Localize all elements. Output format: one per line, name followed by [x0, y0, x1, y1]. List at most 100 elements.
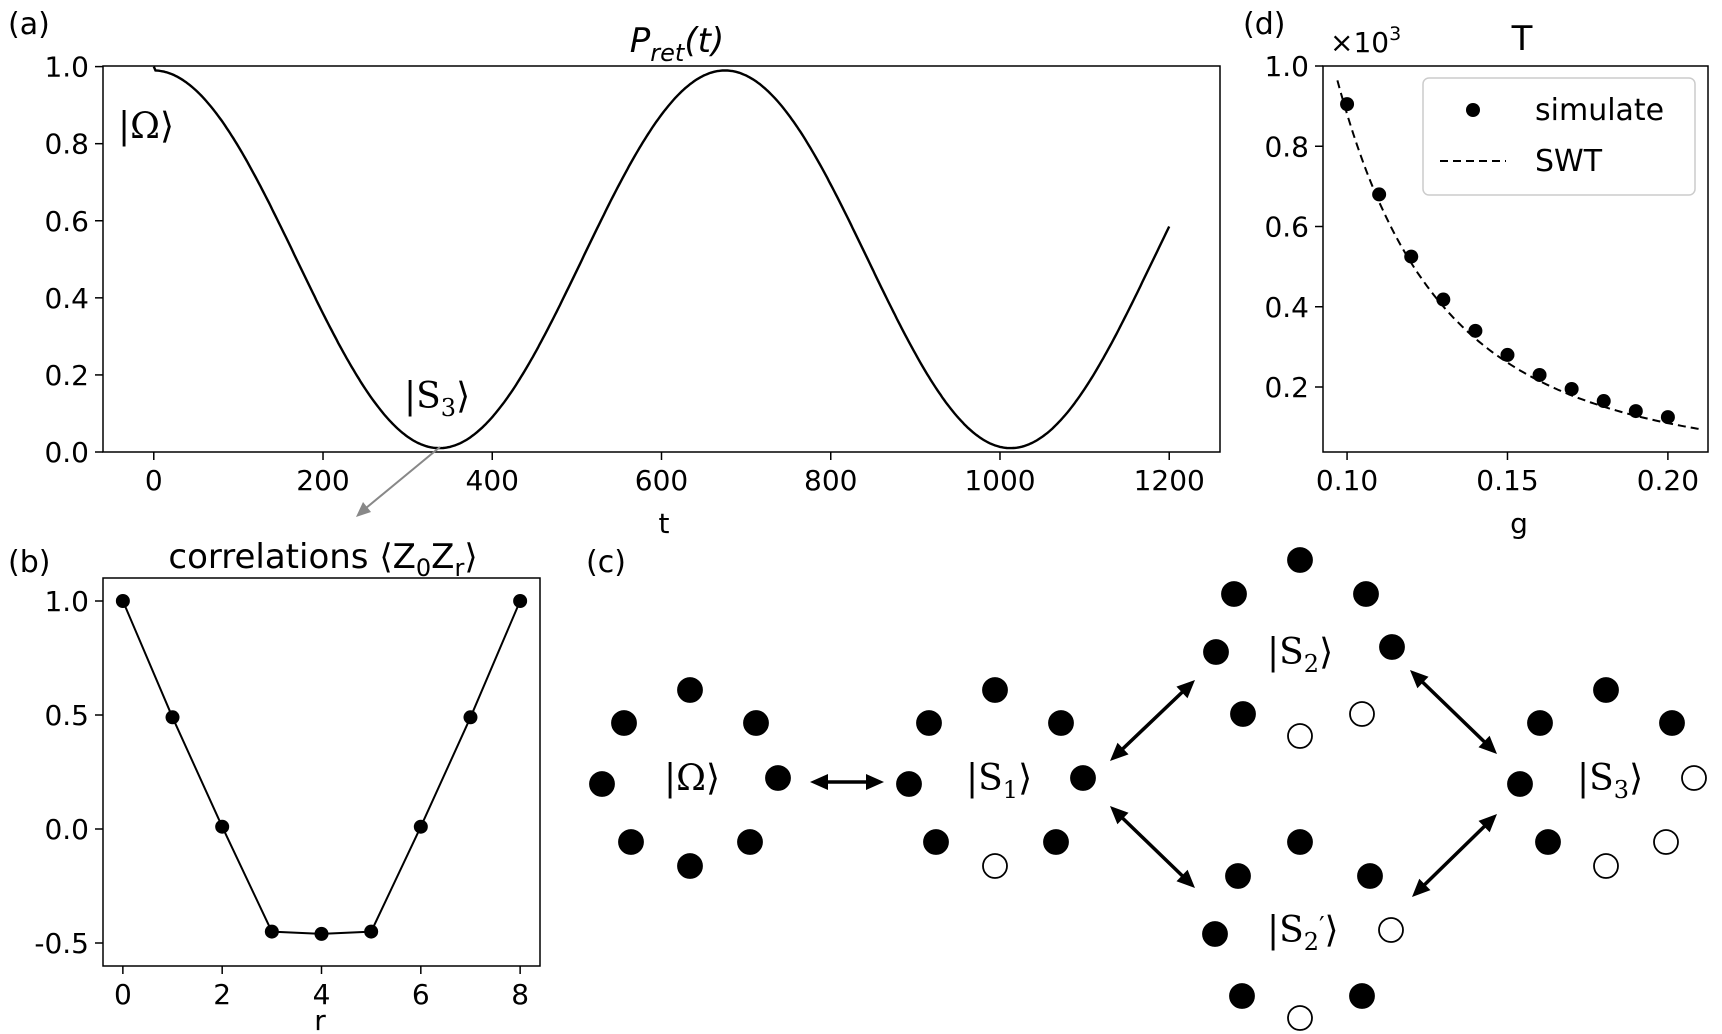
filled-site [1287, 547, 1313, 573]
panel-d-point [1436, 292, 1451, 307]
arrowhead [1176, 680, 1195, 699]
filled-site [765, 765, 791, 791]
panel-d-point [1596, 394, 1611, 409]
x-tick-label: 2 [213, 978, 231, 1011]
panel-a-omega-label: |Ω⟩ [118, 106, 174, 147]
filled-site [1225, 863, 1251, 889]
panel-a-xlabel: t [659, 507, 670, 540]
panel-d-swt-line [1336, 80, 1701, 431]
panel-a-s3-label: |S3⟩ [404, 376, 470, 422]
panel-a-ticks: 0 200 400 600 800 1000 1200 0.0 0.2 0.4 0.6 0.8 1.0 [44, 51, 1204, 497]
panel-d-point [1468, 323, 1483, 338]
panel-d-point [1532, 367, 1547, 382]
panel-label-d: (d) [1243, 7, 1285, 42]
panel-b-ticks: 0 2 4 6 8 -0.5 0.0 0.5 1.0 [34, 585, 529, 1011]
x-tick-label: 4 [313, 978, 331, 1011]
panel-d-point [1564, 382, 1579, 397]
arrowhead [866, 774, 884, 790]
legend-simulate-label: simulate [1535, 93, 1664, 128]
y-tick-label: 0.5 [44, 699, 89, 732]
transition-arrow [1113, 808, 1192, 886]
panel-d-point [1628, 404, 1643, 419]
x-tick-label: 600 [635, 464, 688, 497]
legend-swt-label: SWT [1535, 144, 1603, 179]
filled-site [1230, 701, 1256, 727]
panel-d-multiplier: ×103 [1330, 23, 1401, 59]
panel-d-point [1372, 187, 1387, 202]
y-tick-label: 0.2 [44, 359, 89, 392]
legend-box [1422, 77, 1696, 196]
panel-d-frame [1322, 65, 1709, 453]
ring-s2 [1203, 547, 1405, 749]
filled-site [618, 829, 644, 855]
empty-site [1653, 829, 1679, 855]
panel-a-pointer-arrow [359, 446, 441, 514]
panel-a-chart: Pret(t) 0 200 400 600 800 1000 1200 0.0 0.2 0.4 0.… [44, 21, 1221, 540]
filled-site [677, 853, 703, 879]
filled-site [1353, 581, 1379, 607]
empty-site [1378, 917, 1404, 943]
panel-b-xlabel: r [314, 1004, 326, 1034]
x-tick-label: 400 [466, 464, 519, 497]
panel-c-arrows [810, 670, 1497, 897]
y-tick-label: 0.2 [1264, 371, 1309, 404]
panel-a-title: Pret(t) [630, 21, 724, 67]
filled-site [1593, 677, 1619, 703]
x-tick-label: 0 [145, 464, 163, 497]
filled-site [1048, 710, 1074, 736]
panel-d-point [1500, 347, 1515, 362]
y-tick-label: 1.0 [44, 51, 89, 84]
empty-site [1287, 723, 1313, 749]
panel-c-diagram: |Ω⟩ |S1⟩ |S2⟩ |S2′⟩ |S3⟩ [589, 547, 1707, 1031]
ring-s3 [1507, 677, 1707, 879]
y-tick-label: 0.8 [44, 128, 89, 161]
panel-label-c: (c) [586, 545, 626, 580]
filled-site [1349, 983, 1375, 1009]
x-tick-label: 8 [511, 978, 529, 1011]
x-tick-label: 0 [114, 978, 132, 1011]
filled-site [1659, 710, 1685, 736]
panel-label-a: (a) [8, 7, 50, 42]
y-tick-label: 0.6 [44, 205, 89, 238]
filled-site [1229, 983, 1255, 1009]
x-tick-label: 6 [412, 978, 430, 1011]
panel-b-point [264, 924, 279, 939]
panel-b-points [115, 594, 528, 941]
panel-b-point [314, 926, 329, 941]
y-tick-label: 0.6 [1264, 211, 1309, 244]
panel-a-series-line [152, 66, 1171, 450]
empty-site [982, 853, 1008, 879]
filled-site [1043, 829, 1069, 855]
empty-site [1681, 765, 1707, 791]
panel-d-point [1340, 97, 1355, 112]
y-tick-label: 0.4 [44, 282, 89, 315]
filled-site [982, 677, 1008, 703]
panel-d-simulate-points [1340, 97, 1675, 425]
panel-d-title: T [1511, 19, 1533, 59]
state-s1-label: |S1⟩ [966, 758, 1032, 804]
panel-a-frame [102, 65, 1221, 453]
panel-d-chart: T ×103 0.10 0.15 0.20 0.2 0.4 0.6 0.8 1.0 g sim… [1264, 19, 1709, 540]
x-tick-label: 0.20 [1637, 464, 1699, 497]
transition-arrow [1415, 816, 1494, 895]
state-s2p-label: |S2′⟩ [1267, 910, 1339, 956]
filled-site [1379, 634, 1405, 660]
arrowhead [1412, 878, 1431, 897]
panel-b-series-line [121, 600, 522, 935]
x-tick-label: 800 [804, 464, 857, 497]
panel-b-point [513, 594, 528, 608]
arrowhead [1478, 814, 1497, 833]
panel-d-point [1404, 249, 1419, 264]
x-tick-label: 0.10 [1316, 464, 1378, 497]
filled-site [1221, 581, 1247, 607]
panel-b-point [413, 819, 428, 834]
panel-b-point [463, 710, 478, 725]
y-tick-label: -0.5 [34, 927, 89, 960]
transition-arrow [1413, 672, 1494, 752]
y-tick-label: 0.8 [1264, 130, 1309, 163]
filled-site [1070, 765, 1096, 791]
ring-s2p [1202, 829, 1404, 1031]
arrowhead [810, 774, 828, 790]
y-tick-label: 0.0 [44, 813, 89, 846]
